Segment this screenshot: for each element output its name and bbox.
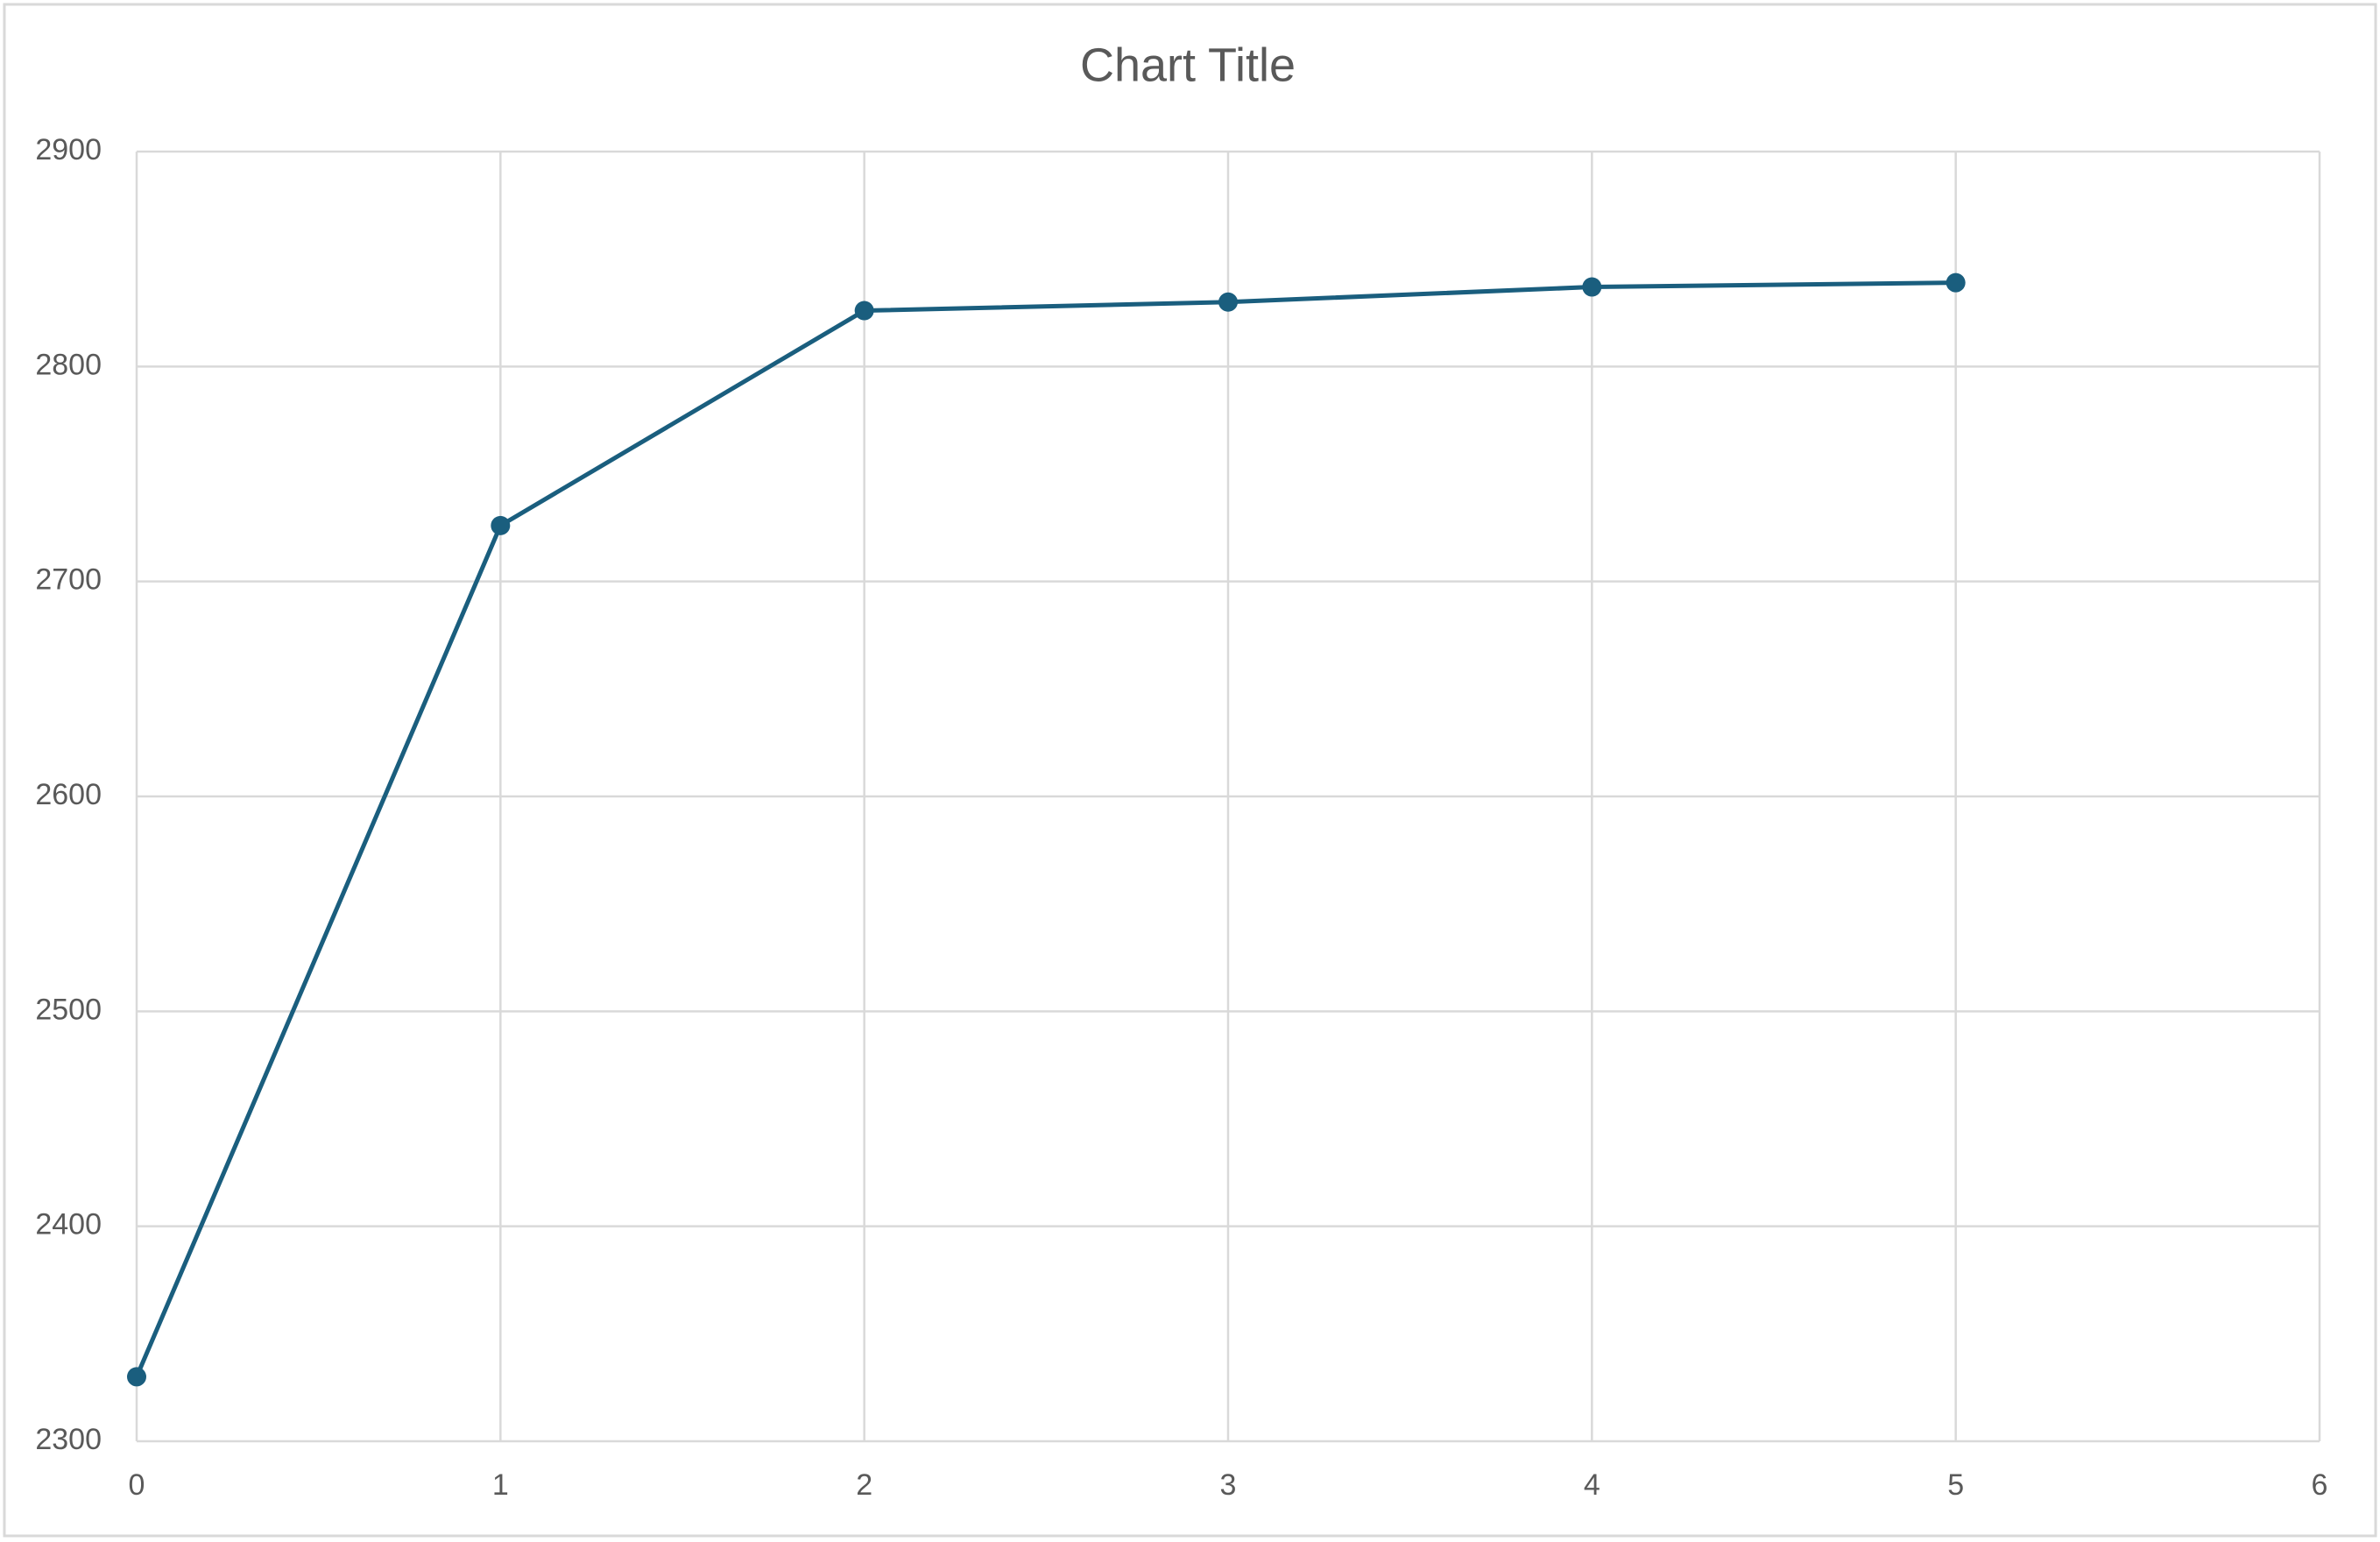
data-line [134,280,1956,1378]
x-tick-label: 5 [1947,1468,1964,1502]
x-tick-label: 6 [2312,1468,2328,1502]
x-tick-label: 0 [129,1468,145,1502]
chart-border [3,3,2377,1538]
chart-title: Chart Title [1080,39,1296,91]
x-tick-label: 3 [1220,1468,1237,1502]
x-tick-label: 4 [1584,1468,1600,1502]
x-tick-label: 1 [492,1468,509,1502]
data-point [491,515,511,535]
y-tick-label: 2600 [35,778,102,811]
x-tick-label: 2 [856,1468,872,1502]
y-tick-label: 2900 [35,133,102,166]
y-tick-label: 2300 [35,1423,102,1456]
y-tick-label: 2800 [35,348,102,381]
data-point [1218,292,1238,312]
y-tick-label: 2700 [35,563,102,597]
data-point [127,1367,146,1387]
data-point [1582,277,1602,297]
data-point [1946,272,1966,293]
y-tick-label: 2500 [35,993,102,1026]
y-tick-label: 2400 [35,1208,102,1241]
data-point [854,301,874,321]
